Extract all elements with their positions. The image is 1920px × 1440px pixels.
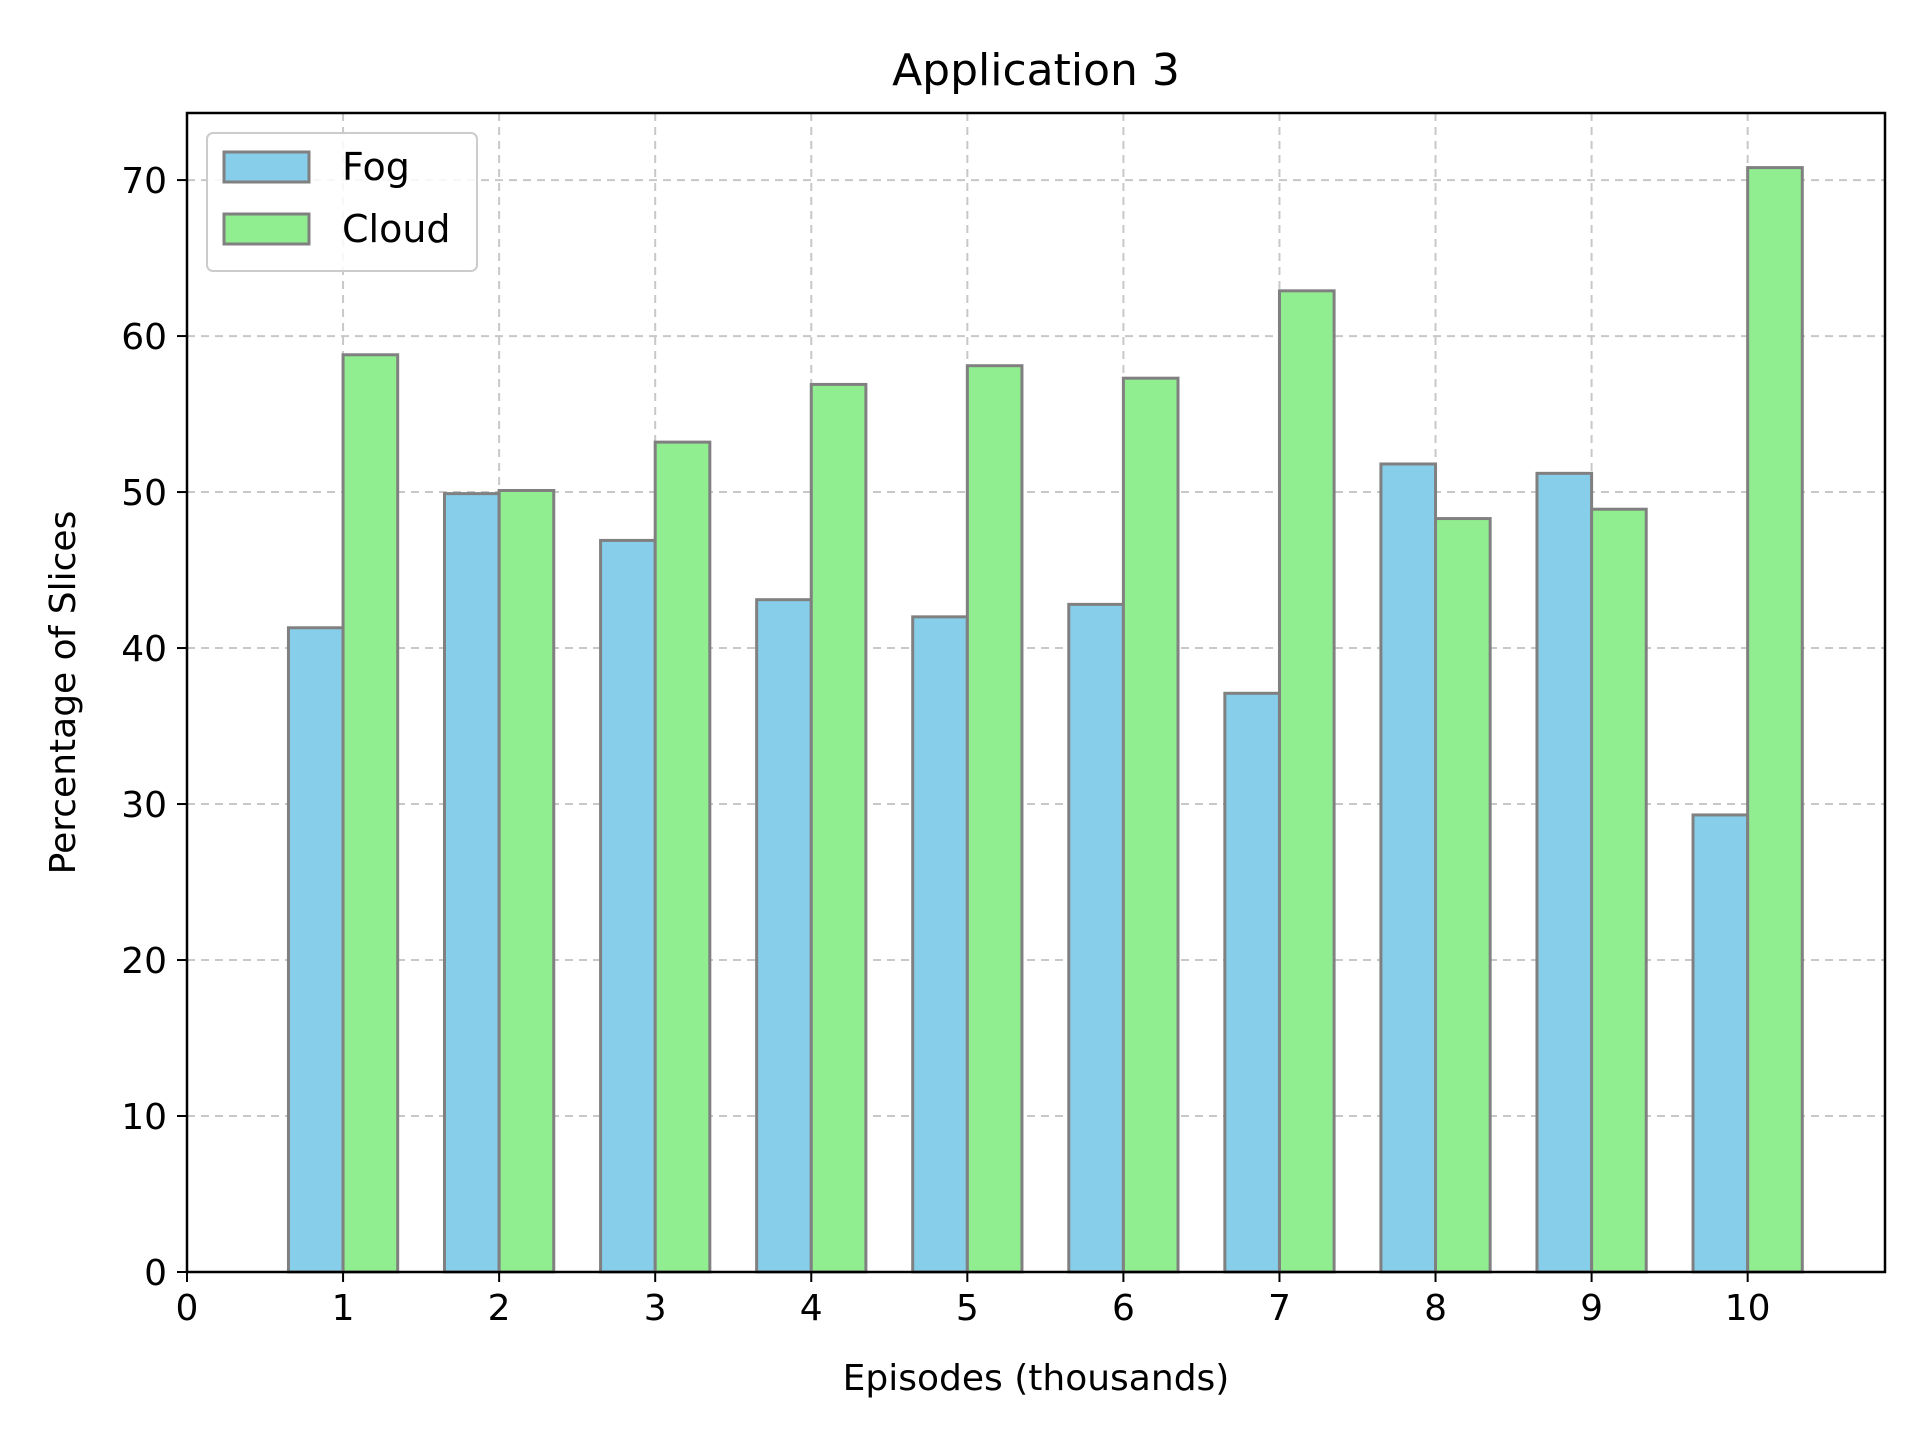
- y-tick-label-20: 20: [121, 941, 167, 982]
- bar-cloud-4: [809, 382, 868, 1274]
- x-tick-label-1: 1: [332, 1288, 355, 1329]
- bars: [286, 166, 1804, 1274]
- y-tick-label-70: 70: [121, 161, 167, 202]
- plot-frame: [185, 111, 1887, 1274]
- bar-cloud-9: [1590, 507, 1648, 1274]
- bar-cloud-8: [1434, 517, 1492, 1274]
- bar-fog-8: [1379, 462, 1438, 1274]
- bar-cloud-3: [653, 440, 712, 1274]
- bar-fog-4: [755, 598, 813, 1274]
- x-tick-label-6: 6: [1112, 1288, 1135, 1329]
- x-tick-label-0: 0: [176, 1288, 199, 1329]
- legend: Fog Cloud: [206, 132, 478, 272]
- y-tick-label-10: 10: [121, 1097, 167, 1138]
- bar-fog-7: [1223, 691, 1281, 1274]
- x-axis-label: Episodes (thousands): [843, 1358, 1230, 1399]
- bar-fog-9: [1535, 471, 1594, 1274]
- bar-fog-10: [1691, 813, 1750, 1274]
- bar-fog-1: [286, 626, 345, 1274]
- legend-label-fog: Fog: [342, 145, 410, 189]
- y-tick-label-0: 0: [144, 1253, 167, 1294]
- bar-cloud-6: [1121, 376, 1180, 1274]
- y-tick-label-60: 60: [121, 317, 167, 358]
- chart-title: Application 3: [892, 45, 1180, 96]
- bar-cloud-10: [1746, 166, 1804, 1274]
- x-tick-label-5: 5: [956, 1288, 979, 1329]
- x-tick-label-10: 10: [1725, 1288, 1771, 1329]
- legend-swatch-cloud: [222, 212, 311, 246]
- x-tick-label-7: 7: [1268, 1288, 1291, 1329]
- x-tick-label-9: 9: [1580, 1288, 1603, 1329]
- y-tick-label-50: 50: [121, 473, 167, 514]
- x-tick-label-4: 4: [800, 1288, 823, 1329]
- x-tick-label-3: 3: [644, 1288, 667, 1329]
- legend-swatch-fog: [222, 150, 311, 184]
- y-axis-label: Percentage of Slices: [43, 511, 84, 875]
- bar-fog-3: [599, 538, 657, 1274]
- bar-cloud-2: [497, 488, 556, 1274]
- ticks: 0 1 2 3 4 5 6 7 8 9 10 0 10 20 30 40 50 60 70: [121, 161, 1770, 1329]
- bar-cloud-1: [341, 353, 400, 1274]
- bar-fog-6: [1067, 602, 1125, 1274]
- bar-fog-2: [443, 492, 501, 1274]
- bar-cloud-7: [1277, 289, 1336, 1274]
- y-tick-label-40: 40: [121, 629, 167, 670]
- bar-fog-5: [911, 615, 969, 1274]
- legend-label-cloud: Cloud: [342, 207, 451, 251]
- x-tick-label-8: 8: [1424, 1288, 1447, 1329]
- y-tick-label-30: 30: [121, 785, 167, 826]
- bar-cloud-5: [965, 364, 1024, 1274]
- x-tick-label-2: 2: [488, 1288, 511, 1329]
